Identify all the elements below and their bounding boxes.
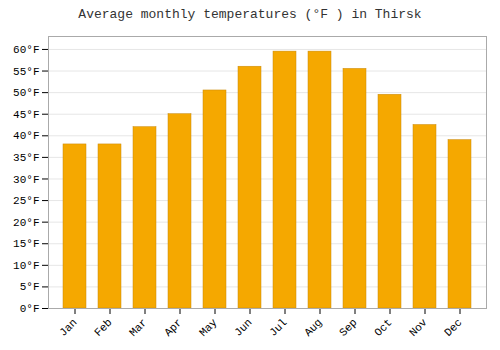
svg-text:20°F: 20°F [13,217,39,229]
svg-text:Oct: Oct [372,316,394,338]
svg-text:Dec: Dec [442,316,464,338]
svg-text:45°F: 45°F [13,109,39,121]
svg-text:55°F: 55°F [13,66,39,78]
svg-text:Jan: Jan [57,316,79,338]
svg-text:30°F: 30°F [13,173,39,185]
svg-text:15°F: 15°F [13,238,39,250]
svg-text:60°F: 60°F [13,44,39,56]
svg-text:0°F: 0°F [20,303,40,315]
svg-text:Mar: Mar [127,316,149,338]
svg-text:50°F: 50°F [13,87,39,99]
html-text:Average monthly temperatures (: Average monthly temperatures (°F ) in Th… [78,7,422,22]
svg-text:Nov: Nov [407,316,430,339]
svg-text:Aug: Aug [302,316,324,338]
svg-text:40°F: 40°F [13,130,39,142]
svg-text:Apr: Apr [162,316,184,338]
svg-text:Feb: Feb [92,316,114,338]
svg-text:May: May [197,316,220,339]
svg-text:Sep: Sep [337,316,359,338]
svg-text:Jun: Jun [232,316,254,338]
svg-text:25°F: 25°F [13,195,39,207]
svg-text:10°F: 10°F [13,260,39,272]
svg-text:Jul: Jul [267,316,289,338]
svg-text:5°F: 5°F [20,281,40,293]
svg-text:35°F: 35°F [13,152,39,164]
